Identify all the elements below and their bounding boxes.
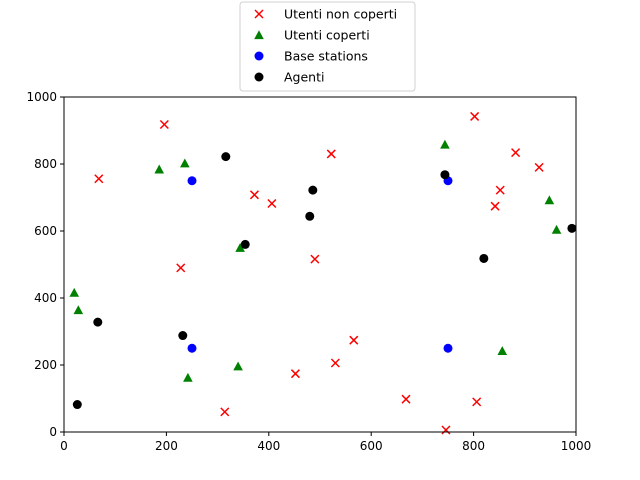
data-point bbox=[440, 139, 450, 149]
data-point bbox=[93, 317, 103, 327]
data-point bbox=[441, 425, 451, 435]
legend-label: Base stations bbox=[284, 49, 368, 64]
data-point bbox=[326, 149, 336, 159]
x-tick-label: 800 bbox=[462, 439, 485, 453]
data-point bbox=[183, 372, 193, 382]
legend-box bbox=[239, 1, 416, 92]
legend: Utenti non coperti Utenti coperti Base sta… bbox=[239, 1, 416, 92]
y-tick-label: 200 bbox=[34, 358, 57, 372]
legend-entry: Agenti bbox=[254, 70, 324, 85]
y-tick-label: 400 bbox=[34, 291, 57, 305]
data-point bbox=[178, 331, 188, 341]
data-point bbox=[249, 190, 259, 200]
data-point bbox=[180, 158, 190, 168]
data-point bbox=[220, 407, 230, 417]
x-tick-label: 600 bbox=[360, 439, 383, 453]
y-tick-label: 600 bbox=[34, 224, 57, 238]
data-point bbox=[551, 224, 562, 234]
y-tick-label: 0 bbox=[49, 425, 57, 439]
x-axis: 0 200 400 600 800 1000 bbox=[60, 432, 591, 453]
data-point bbox=[72, 400, 82, 410]
data-point bbox=[290, 369, 300, 379]
y-tick-label: 800 bbox=[34, 157, 57, 171]
data-point bbox=[176, 263, 186, 273]
legend-label: Agenti bbox=[284, 70, 324, 85]
data-point bbox=[544, 195, 555, 205]
x-tick-label: 200 bbox=[155, 439, 178, 453]
data-point bbox=[187, 343, 197, 353]
legend-marker bbox=[254, 30, 264, 40]
series-2 bbox=[187, 176, 453, 353]
legend-marker bbox=[254, 72, 264, 82]
data-point bbox=[472, 397, 482, 407]
series-1 bbox=[69, 139, 562, 382]
data-point bbox=[443, 343, 453, 353]
legend-label: Utenti coperti bbox=[284, 28, 370, 43]
data-point bbox=[233, 361, 243, 371]
x-tick-label: 0 bbox=[60, 439, 68, 453]
data-point bbox=[154, 164, 165, 174]
data-point bbox=[440, 170, 450, 180]
data-point bbox=[94, 174, 104, 184]
legend-entry: Base stations bbox=[254, 49, 368, 64]
data-point bbox=[308, 185, 318, 195]
data-point bbox=[470, 111, 480, 121]
data-point bbox=[69, 287, 80, 297]
data-point bbox=[497, 346, 508, 356]
data-point bbox=[310, 254, 320, 264]
axes-frame bbox=[63, 96, 577, 433]
legend-entry: Utenti non coperti bbox=[254, 7, 397, 22]
legend-label: Utenti non coperti bbox=[284, 7, 397, 22]
data-point bbox=[187, 176, 197, 186]
data-point bbox=[73, 305, 84, 315]
data-point bbox=[159, 119, 169, 130]
x-tick-label: 1000 bbox=[561, 439, 592, 453]
data-point bbox=[349, 335, 359, 345]
data-point bbox=[267, 198, 277, 209]
data-point bbox=[511, 148, 521, 158]
series-0 bbox=[94, 111, 544, 435]
data-point bbox=[479, 253, 489, 263]
plot-marks bbox=[69, 111, 577, 435]
y-axis: 0 200 400 600 800 1000 bbox=[26, 90, 64, 439]
data-point bbox=[305, 211, 315, 221]
data-point bbox=[401, 394, 411, 404]
data-point bbox=[240, 239, 250, 249]
data-point bbox=[567, 223, 577, 233]
series-3 bbox=[72, 152, 577, 410]
x-tick-label: 400 bbox=[257, 439, 280, 453]
data-point bbox=[490, 201, 500, 211]
legend-marker bbox=[254, 51, 264, 61]
data-point bbox=[330, 358, 340, 368]
data-point bbox=[534, 162, 544, 172]
y-tick-label: 1000 bbox=[26, 90, 57, 104]
legend-entry: Utenti coperti bbox=[254, 28, 370, 43]
data-point bbox=[221, 152, 231, 162]
data-point bbox=[235, 242, 245, 252]
data-point bbox=[495, 185, 505, 195]
legend-marker bbox=[254, 9, 264, 19]
